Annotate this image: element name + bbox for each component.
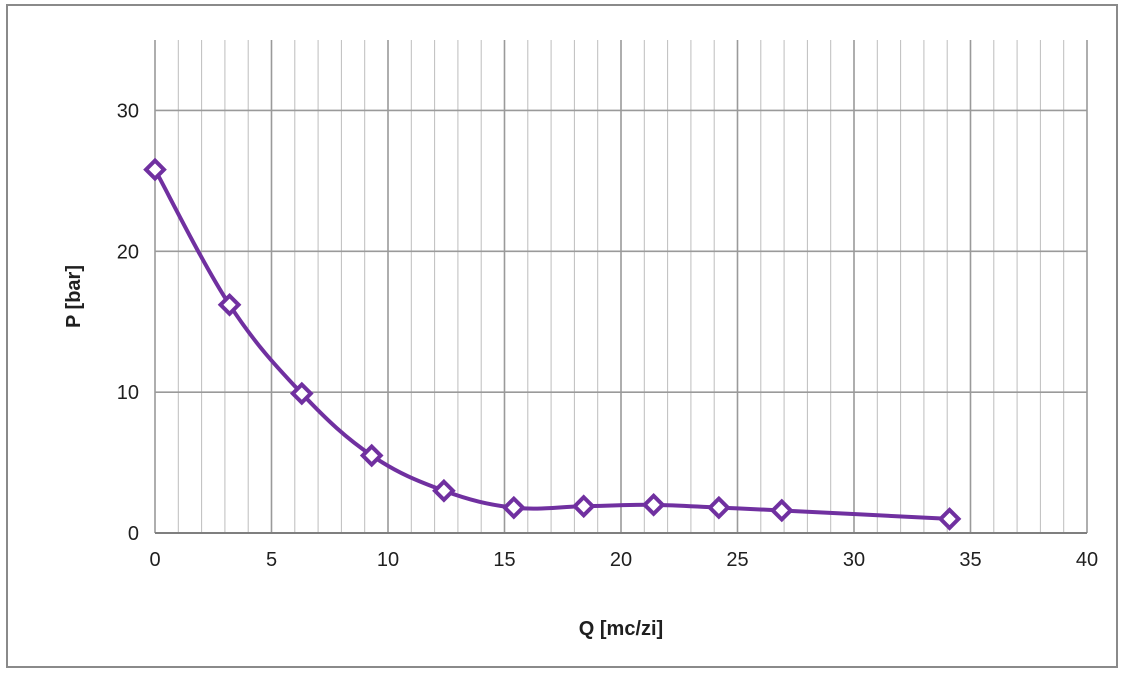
y-tick-label: 30 (117, 100, 139, 122)
data-point-marker (769, 498, 794, 523)
data-point-marker (289, 381, 314, 406)
data-point-marker (143, 157, 167, 182)
data-point-marker (432, 478, 456, 503)
data-point-marker (501, 495, 526, 520)
major-gridlines (154, 40, 1088, 534)
x-axis-title: Q [mc/zi] (579, 618, 663, 640)
x-tick-label: 35 (959, 549, 981, 571)
x-tick-label: 25 (726, 549, 748, 571)
x-tick-label: 20 (610, 549, 632, 571)
y-axis-tick-labels: 0 10 20 30 (117, 100, 139, 545)
x-tick-label: 30 (843, 549, 865, 571)
data-point-marker (359, 443, 384, 468)
x-tick-label: 15 (493, 549, 515, 571)
y-tick-label: 20 (117, 241, 139, 263)
chart-area (6, 4, 1118, 668)
x-tick-label: 40 (1076, 549, 1098, 571)
data-point-marker (217, 292, 242, 317)
minor-gridlines (177, 40, 1065, 533)
y-tick-label: 10 (117, 382, 139, 404)
series-layer (143, 157, 962, 531)
data-point-marker (641, 493, 666, 517)
x-tick-label: 0 (149, 549, 160, 571)
y-tick-label: 0 (128, 523, 139, 545)
x-tick-label: 10 (377, 549, 399, 571)
x-tick-label: 5 (266, 549, 277, 571)
data-point-marker (707, 495, 731, 520)
data-point-marker (571, 494, 596, 519)
x-axis-tick-labels: 0 5 10 15 20 25 30 35 40 (149, 549, 1098, 571)
data-point-marker (937, 507, 962, 531)
y-axis-title: P [bar] (63, 265, 85, 328)
